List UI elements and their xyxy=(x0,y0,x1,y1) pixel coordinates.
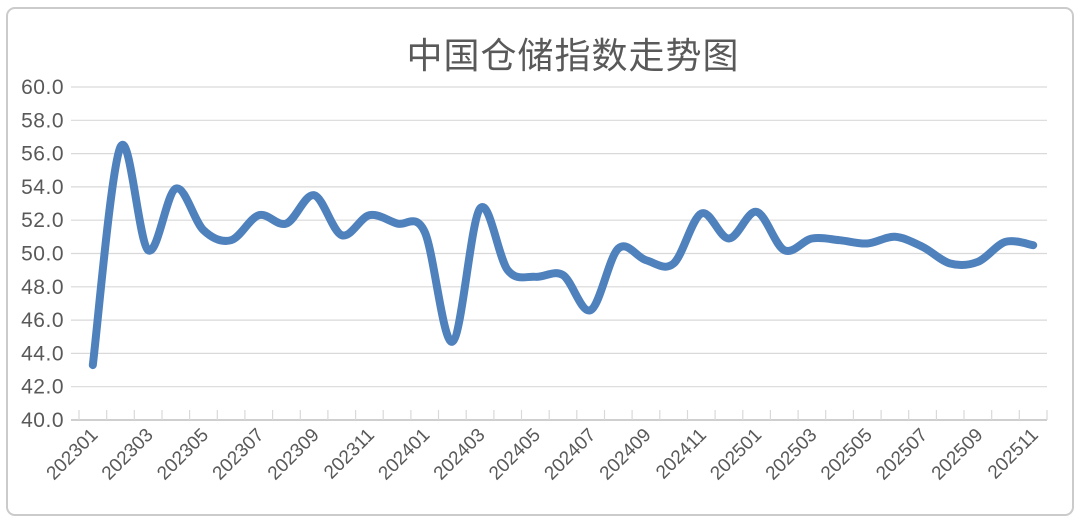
x-axis-label: 202311 xyxy=(320,425,379,484)
y-axis-label: 48.0 xyxy=(21,276,64,299)
x-axis-label: 202411 xyxy=(652,425,711,484)
y-axis-label: 40.0 xyxy=(21,409,64,432)
x-axis-label: 202301 xyxy=(43,425,103,485)
x-axis-label: 202511 xyxy=(984,425,1043,484)
y-axis-label: 46.0 xyxy=(21,309,64,332)
y-axis-label: 50.0 xyxy=(21,243,64,266)
x-axis-label: 202307 xyxy=(209,425,269,485)
x-axis-label: 202401 xyxy=(375,425,435,485)
y-axis-label: 52.0 xyxy=(21,209,64,232)
x-axis-label: 202509 xyxy=(928,425,988,485)
x-axis-label: 202303 xyxy=(98,425,158,485)
x-axis-label: 202305 xyxy=(153,425,213,485)
y-axis-label: 44.0 xyxy=(21,342,64,365)
x-axis-label: 202405 xyxy=(485,425,545,485)
index-line-series xyxy=(88,140,1038,370)
y-axis-label: 56.0 xyxy=(21,143,64,166)
x-axis-label: 202409 xyxy=(596,425,656,485)
y-axis-label: 54.0 xyxy=(21,176,64,199)
y-axis-label: 58.0 xyxy=(21,109,64,132)
y-axis-label: 42.0 xyxy=(21,376,64,399)
x-axis-label: 202503 xyxy=(762,425,822,485)
x-axis-label: 202403 xyxy=(430,425,490,485)
y-axis-label: 60.0 xyxy=(21,76,64,99)
chart-title: 中国仓储指数走势图 xyxy=(406,36,739,76)
x-axis-label: 202505 xyxy=(817,425,877,485)
x-axis-label: 202501 xyxy=(706,425,766,485)
x-axis-label: 202507 xyxy=(872,425,932,485)
x-axis-label: 202309 xyxy=(264,425,324,485)
x-axis-label: 202407 xyxy=(541,425,601,485)
